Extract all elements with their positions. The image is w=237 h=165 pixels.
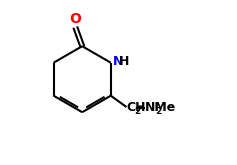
Text: N: N (113, 55, 123, 68)
Text: CH: CH (126, 101, 146, 114)
Text: NMe: NMe (144, 101, 176, 114)
Text: H: H (119, 55, 129, 68)
Text: 2: 2 (155, 107, 161, 116)
Text: O: O (70, 12, 82, 26)
Text: 2: 2 (134, 107, 140, 116)
